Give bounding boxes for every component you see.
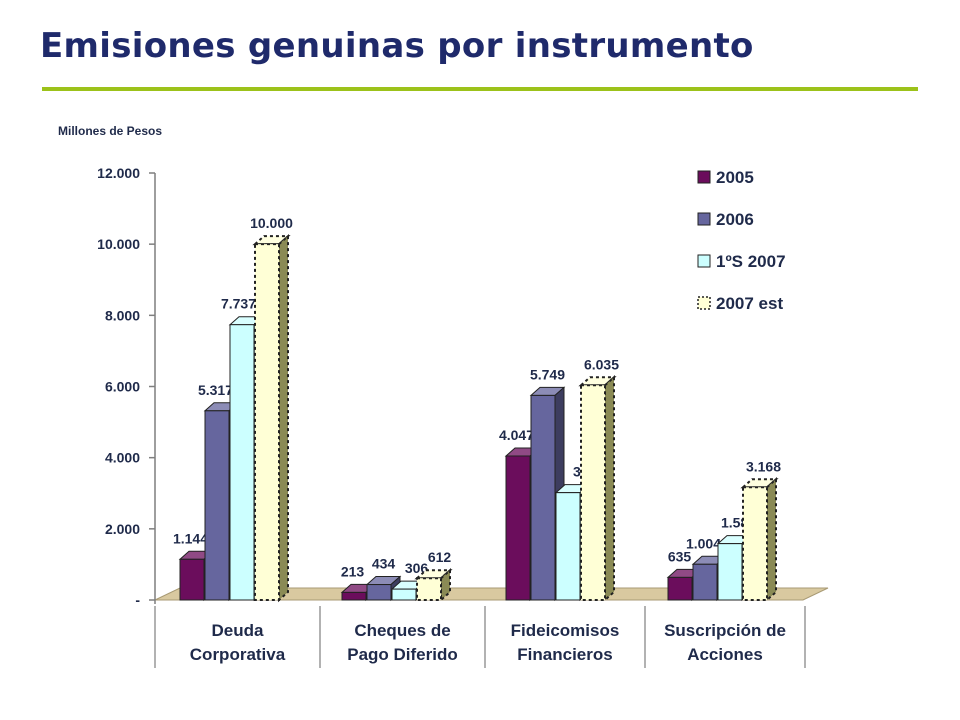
category-label: Cheques de	[354, 621, 450, 640]
bar-front	[391, 588, 417, 601]
bar	[252, 233, 291, 603]
bar-front	[530, 394, 556, 601]
bar-front	[717, 543, 743, 601]
y-axis-label: Millones de Pesos	[58, 124, 162, 138]
category-label: Pago Diferido	[347, 645, 458, 664]
bar-front	[505, 455, 531, 601]
y-tick-label: 10.000	[97, 236, 140, 252]
bar-front	[416, 577, 442, 602]
bar-front	[742, 486, 768, 601]
data-label: 5.317	[198, 382, 233, 398]
category-label: Acciones	[687, 645, 763, 664]
data-label: 434	[372, 556, 396, 572]
data-label: 213	[341, 563, 365, 579]
data-label: 5.749	[530, 366, 565, 382]
data-label: 10.000	[250, 215, 293, 231]
bar	[740, 477, 779, 603]
bar	[578, 375, 617, 603]
page-title: Emisiones genuinas por instrumento	[40, 26, 754, 66]
data-label: 4.047	[499, 427, 534, 443]
legend-swatch	[697, 254, 711, 268]
category-label: Financieros	[517, 645, 612, 664]
bar-front	[366, 584, 392, 601]
y-tick-label: 8.000	[105, 307, 140, 323]
legend-label: 2005	[716, 168, 754, 187]
bar-front	[179, 558, 205, 601]
bar-front	[692, 563, 718, 601]
bar-side	[604, 375, 615, 603]
category-label: Suscripción de	[664, 621, 786, 640]
data-label: 1.144	[173, 530, 208, 546]
data-label: 1.004	[686, 535, 721, 551]
category-label: Fideicomisos	[511, 621, 620, 640]
legend: 2005 2006 1ºS 2007 2007 est	[697, 168, 786, 313]
bar-front	[341, 591, 367, 601]
bars: 1.144 213 4.047 635 5.317 434 5.749 1.004 7.737 3…	[173, 215, 781, 603]
bar-front	[555, 492, 581, 601]
category-label: Deuda	[212, 621, 265, 640]
bar-front	[667, 576, 693, 601]
data-label: 612	[428, 549, 452, 565]
bar-side	[278, 233, 289, 603]
legend-label: 2007 est	[716, 294, 783, 313]
bar-front	[204, 410, 230, 601]
bar-front	[254, 243, 280, 602]
bar-side	[766, 477, 777, 603]
y-tick-label: 4.000	[105, 450, 140, 466]
legend-label: 2006	[716, 210, 754, 229]
title-divider	[42, 87, 918, 91]
legend-swatch	[697, 212, 711, 226]
y-tick-label: -	[135, 592, 140, 608]
y-tick-label: 2.000	[105, 521, 140, 537]
legend-swatch	[697, 296, 711, 310]
legend-swatch	[697, 170, 711, 184]
data-label: 3.168	[746, 458, 781, 474]
category-label: Corporativa	[190, 645, 286, 664]
bar	[414, 567, 453, 603]
bar-front	[229, 324, 255, 601]
y-tick-label: 6.000	[105, 379, 140, 395]
data-label: 6.035	[584, 356, 619, 372]
bar-side	[440, 567, 451, 603]
data-label: 635	[668, 548, 692, 564]
data-label: 7.737	[221, 296, 256, 312]
category-axis: Deuda Corporativa Cheques de Pago Diferido F…	[154, 606, 806, 668]
legend-label: 1ºS 2007	[716, 252, 786, 271]
y-axis: - 2.000 4.000 6.000 8.000 10.000 12.000	[97, 165, 156, 608]
bar-front	[580, 384, 606, 601]
y-tick-label: 12.000	[97, 165, 140, 181]
bar	[365, 575, 402, 602]
bar	[691, 555, 728, 602]
